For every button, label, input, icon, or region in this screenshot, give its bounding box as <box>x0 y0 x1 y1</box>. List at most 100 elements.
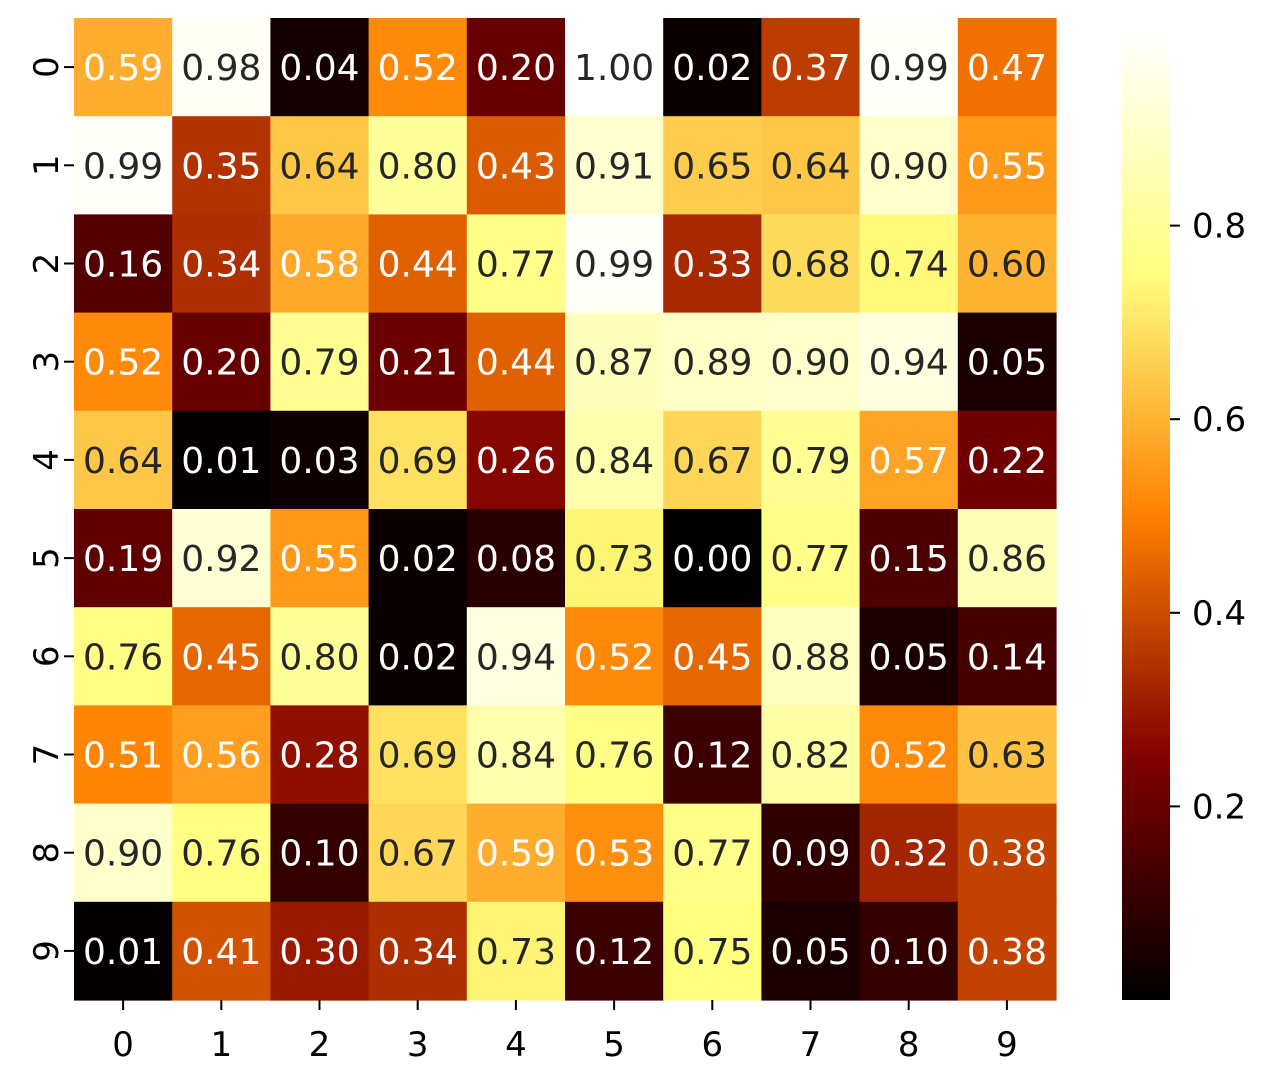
cell-value-label: 0.75 <box>672 932 752 973</box>
heatmap-cell <box>957 18 1057 117</box>
heatmap-cell <box>565 803 664 903</box>
colorbar-tick-label: 0.4 <box>1192 594 1246 634</box>
x-tick-label: 8 <box>898 1025 920 1065</box>
cell-value-label: 0.68 <box>770 245 850 286</box>
cell-value-label: 0.94 <box>476 637 556 678</box>
x-tick-label: 3 <box>407 1025 429 1065</box>
cell-value-label: 0.69 <box>378 441 458 482</box>
cell-value-label: 0.84 <box>476 736 556 777</box>
cell-value-label: 0.88 <box>770 637 850 678</box>
heatmap-cell <box>957 312 1057 412</box>
x-tick-label: 0 <box>112 1025 134 1065</box>
heatmap-cell <box>368 410 468 510</box>
cell-value-label: 0.08 <box>476 539 556 580</box>
heatmap-cell <box>761 214 861 314</box>
heatmap-cell <box>859 214 959 314</box>
cell-value-label: 0.14 <box>967 637 1047 678</box>
heatmap-cell <box>368 509 468 608</box>
cell-value-label: 0.21 <box>378 343 458 384</box>
heatmap-cell <box>761 116 861 215</box>
colorbar-tick-label: 0.6 <box>1192 400 1246 440</box>
cell-value-label: 0.45 <box>181 637 261 678</box>
heatmap-cell <box>859 116 959 215</box>
cell-value-label: 0.79 <box>279 343 359 384</box>
cell-value-label: 0.76 <box>83 637 163 678</box>
heatmap-cell <box>957 607 1057 706</box>
heatmap-cell <box>663 607 762 706</box>
heatmap-cell <box>270 214 370 314</box>
heatmap-cell <box>565 509 664 608</box>
cell-value-label: 0.53 <box>574 834 654 875</box>
heatmap-cell <box>466 214 566 314</box>
heatmap-cell <box>172 410 271 510</box>
heatmap-cell <box>172 901 271 1001</box>
y-tick-label: 7 <box>27 744 67 766</box>
y-tick-label: 5 <box>27 547 67 569</box>
y-tick-label: 9 <box>27 940 67 962</box>
heatmap-cell <box>466 116 566 215</box>
heatmap-cell <box>761 410 861 510</box>
heatmap-cell <box>368 214 468 314</box>
cell-value-label: 0.38 <box>967 834 1047 875</box>
heatmap-cell <box>270 705 370 805</box>
heatmap-cell <box>663 509 762 608</box>
heatmap-cell <box>74 509 173 608</box>
cell-value-label: 0.09 <box>770 834 850 875</box>
heatmap-cell <box>270 803 370 903</box>
heatmap-cell <box>172 312 271 412</box>
heatmap-cell <box>663 410 762 510</box>
cell-value-label: 0.28 <box>279 736 359 777</box>
cell-value-label: 0.38 <box>967 932 1047 973</box>
x-tick-label: 9 <box>996 1025 1018 1065</box>
heatmap-cell <box>663 901 762 1001</box>
cell-value-label: 0.94 <box>869 343 949 384</box>
heatmap-cell <box>466 509 566 608</box>
heatmap-cell <box>270 410 370 510</box>
cell-value-label: 0.47 <box>967 48 1047 89</box>
cell-value-label: 0.45 <box>672 637 752 678</box>
cell-value-label: 0.76 <box>181 834 261 875</box>
y-tick-label: 1 <box>27 154 67 176</box>
cell-value-label: 0.82 <box>770 736 850 777</box>
cell-value-label: 0.64 <box>83 441 163 482</box>
cell-value-label: 0.02 <box>378 637 458 678</box>
heatmap-cell <box>565 607 664 706</box>
heatmap-cell <box>761 607 861 706</box>
heatmap-cell <box>74 18 173 117</box>
cell-value-label: 0.44 <box>378 245 458 286</box>
colorbar-tick-label: 0.2 <box>1192 787 1246 827</box>
cell-value-label: 0.20 <box>181 343 261 384</box>
cell-value-label: 0.67 <box>378 834 458 875</box>
y-tick-label: 4 <box>27 449 67 471</box>
heatmap-cell <box>368 607 468 706</box>
heatmap-cell <box>172 509 271 608</box>
heatmap-cell <box>466 705 566 805</box>
cell-value-label: 0.87 <box>574 343 654 384</box>
cell-value-label: 0.80 <box>279 637 359 678</box>
cell-value-label: 0.56 <box>181 736 261 777</box>
cell-value-label: 0.01 <box>83 932 163 973</box>
cell-value-label: 0.92 <box>181 539 261 580</box>
cell-value-label: 0.52 <box>574 637 654 678</box>
cell-value-label: 0.34 <box>181 245 261 286</box>
heatmap-cell <box>565 116 664 215</box>
heatmap-cells <box>74 18 1057 1001</box>
heatmap-cell <box>74 410 173 510</box>
y-tick-label: 6 <box>27 645 67 667</box>
x-tick-label: 5 <box>603 1025 625 1065</box>
cell-value-label: 0.12 <box>574 932 654 973</box>
heatmap-cell <box>270 312 370 412</box>
y-tick-label: 3 <box>27 351 67 373</box>
heatmap-cell <box>761 901 861 1001</box>
cell-value-label: 0.02 <box>672 48 752 89</box>
heatmap-cell <box>172 18 271 117</box>
heatmap-cell <box>74 214 173 314</box>
heatmap-cell <box>74 901 173 1001</box>
cell-value-label: 0.73 <box>574 539 654 580</box>
cell-value-label: 0.33 <box>672 245 752 286</box>
cell-value-label: 0.10 <box>279 834 359 875</box>
cell-labels: 0.59 0.98 0.04 0.52 0.20 1.00 0.02 0.37 0.99 0.47… <box>83 48 1047 973</box>
cell-value-label: 0.89 <box>672 343 752 384</box>
cell-value-label: 0.34 <box>378 932 458 973</box>
